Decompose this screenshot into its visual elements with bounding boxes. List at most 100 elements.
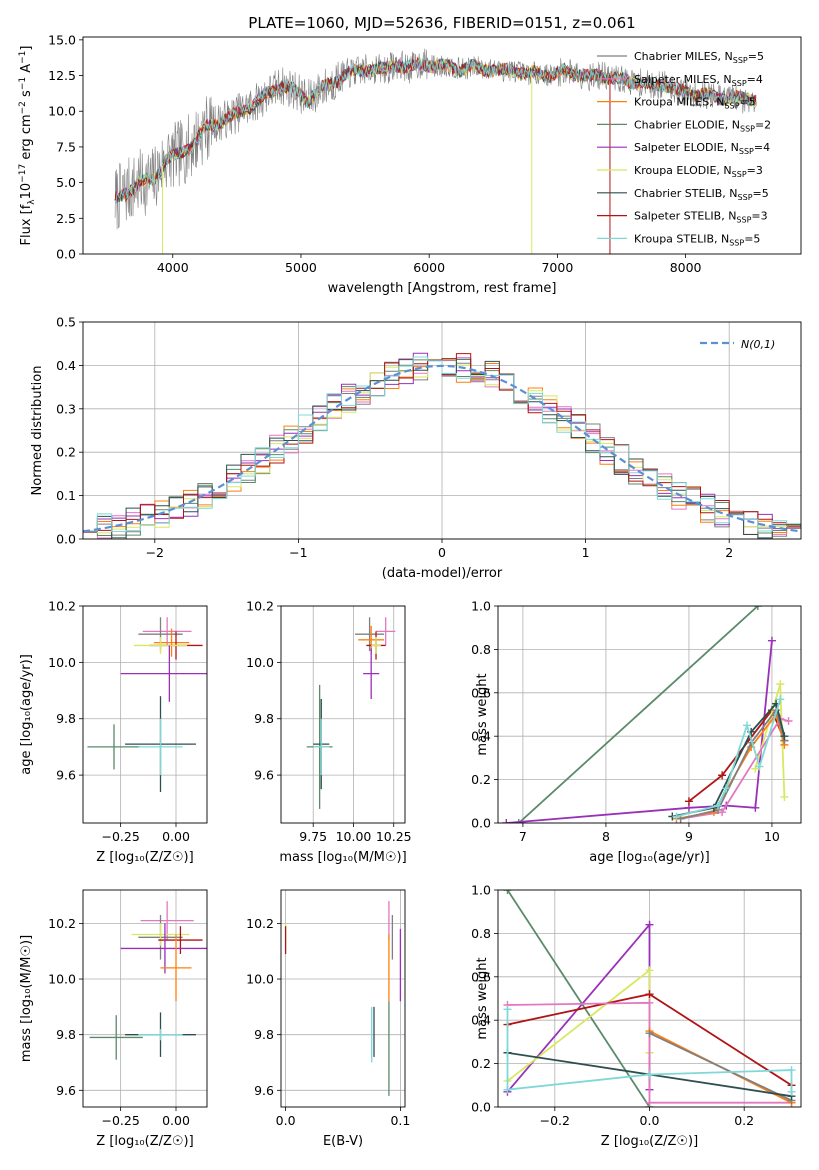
x-tick-label: 5000 bbox=[285, 260, 317, 275]
y-label-part: −17 bbox=[18, 164, 28, 183]
y-tick-label: 0.4 bbox=[471, 729, 491, 744]
legend-sub: SSP bbox=[740, 124, 755, 133]
point-marker-salpeter_elodie bbox=[751, 803, 760, 812]
axes-frame bbox=[82, 605, 208, 824]
y-tick-label: 0.5 bbox=[56, 315, 76, 330]
legend-sub: SSP bbox=[736, 216, 751, 225]
panel-age_vs_Z: −0.25 0.00 9.6 9.8 10.0 10.2 Z [log₁₀(Z/Z☉)] ag… bbox=[19, 599, 208, 865]
legend-label: Kroupa STELIB, NSSP=5 bbox=[634, 232, 760, 247]
x-tick-label: 2 bbox=[725, 545, 733, 560]
y-tick-label: 0.8 bbox=[471, 926, 491, 941]
plot-area bbox=[87, 617, 207, 792]
series-line-kroupa_stelib bbox=[114, 57, 757, 204]
y-label-part: 10 bbox=[19, 183, 34, 200]
point-marker-chabrier_miles bbox=[645, 1029, 654, 1038]
x-tick-label: 10 bbox=[764, 829, 780, 844]
x-axis-label: (data-model)/error bbox=[382, 566, 503, 581]
axes-overlay: −0.25 0.00 9.6 9.8 10.0 10.2 Z [log₁₀(Z/Z☉)] ag… bbox=[19, 599, 208, 865]
series-line-salpeter_miles bbox=[680, 717, 789, 820]
y-label-part: −2 bbox=[18, 101, 28, 114]
y-axis-label: age [log₁₀(age/yr)] bbox=[19, 654, 34, 775]
legend-label: Chabrier ELODIE, NSSP=2 bbox=[634, 118, 771, 133]
x-axis-label: age [log₁₀(age/yr)] bbox=[589, 850, 710, 865]
y-tick-label: 10.0 bbox=[246, 655, 274, 670]
legend-label: Salpeter MILES, NSSP=4 bbox=[634, 73, 763, 88]
normal-curve bbox=[83, 364, 801, 533]
x-axis-label: Z [log₁₀(Z/Z☉)] bbox=[601, 1134, 698, 1149]
y-tick-label: 10.2 bbox=[48, 916, 76, 931]
y-label-part: ] bbox=[19, 46, 34, 51]
legend-name: Chabrier MILES, N bbox=[634, 50, 733, 63]
legend-label: Chabrier STELIB, NSSP=5 bbox=[634, 187, 769, 202]
legend-name: Salpeter STELIB, N bbox=[634, 210, 736, 223]
grid bbox=[281, 890, 405, 1107]
y-tick-label: 5.0 bbox=[56, 175, 76, 190]
legend-sub: SSP bbox=[738, 193, 753, 202]
panel-age_vs_mass: 9.75 10.00 10.25 9.6 9.8 10.0 10.2 mass [log₁₀(… bbox=[246, 599, 411, 866]
y-axis-label: mass weight bbox=[475, 957, 490, 1039]
series-line-kroupa_miles bbox=[676, 712, 786, 820]
point-marker-kroupa_stelib bbox=[755, 762, 764, 771]
point-marker-salpeter_elodie bbox=[645, 920, 654, 929]
x-axis-label: mass [log₁₀(M/M☉)] bbox=[279, 850, 406, 865]
legend-sub: SSP bbox=[732, 170, 747, 179]
legend-tail: =5 bbox=[739, 96, 755, 109]
x-tick-label: 1 bbox=[582, 545, 590, 560]
legend-tail: =5 bbox=[753, 187, 769, 200]
x-tick-label: 10.25 bbox=[376, 829, 412, 844]
plot-area bbox=[284, 901, 402, 1096]
y-axis-label: Normed distribution bbox=[30, 366, 45, 496]
point-marker-kroupa_stelib bbox=[503, 1085, 512, 1094]
axes-frame bbox=[497, 605, 802, 824]
legend-name: Kroupa MILES, N bbox=[634, 96, 724, 109]
x-tick-label: 4000 bbox=[157, 260, 189, 275]
panel-residuals: −2 −1 0 1 2 0.0 0.1 0.2 0.3 0.4 0.5 (data-model)/er… bbox=[30, 315, 802, 581]
y-tick-label: 9.8 bbox=[56, 711, 76, 726]
point-marker-kroupa_stelib bbox=[776, 695, 785, 704]
plot-area bbox=[306, 617, 396, 809]
y-tick-label: 9.8 bbox=[254, 1027, 274, 1042]
y-tick-label: 0.1 bbox=[56, 488, 76, 503]
x-axis-label: E(B-V) bbox=[323, 1134, 363, 1149]
y-tick-label: 0.3 bbox=[56, 401, 76, 416]
plot-area bbox=[503, 890, 796, 1107]
grid bbox=[281, 605, 405, 823]
legend-label-normal: N(0,1) bbox=[741, 338, 775, 351]
series-line-chabrier_miles bbox=[680, 708, 786, 820]
axes-overlay: −0.25 0.00 9.6 9.8 10.0 10.2 Z [log₁₀(Z/Z☉)] ma… bbox=[19, 889, 208, 1149]
y-tick-label: 0.0 bbox=[56, 532, 76, 547]
legend-tail: =3 bbox=[747, 164, 763, 177]
x-tick-label: 0.00 bbox=[162, 829, 190, 844]
legend-name: Chabrier STELIB, N bbox=[634, 187, 738, 200]
legend-sub: SSP bbox=[739, 147, 754, 156]
axes-frame bbox=[280, 605, 406, 824]
y-tick-label: 10.2 bbox=[246, 599, 274, 614]
axes-overlay: −0.2 0.0 0.2 0.0 0.2 0.4 0.6 0.8 1.0 Z [log₁₀(Z/Z… bbox=[471, 883, 802, 1149]
y-tick-label: 10.0 bbox=[48, 972, 76, 987]
x-tick-label: 0.0 bbox=[640, 1113, 660, 1128]
y-tick-label: 0.6 bbox=[471, 685, 491, 700]
panel-mass_vs_Z: −0.25 0.00 9.6 9.8 10.0 10.2 Z [log₁₀(Z/Z☉)] ma… bbox=[19, 889, 208, 1149]
x-tick-label: 0.2 bbox=[734, 1113, 754, 1128]
point-marker-kroupa_stelib bbox=[787, 1066, 796, 1075]
series-line-kroupa_stelib bbox=[676, 699, 782, 818]
y-tick-label: 10.2 bbox=[48, 599, 76, 614]
y-axis-label: Flux [fλ10−17 erg cm−2 s−1 A−1] bbox=[18, 46, 37, 246]
histogram-salpeter_stelib bbox=[83, 353, 801, 532]
legend-label: Salpeter ELODIE, NSSP=4 bbox=[634, 141, 770, 156]
x-tick-label: 9 bbox=[685, 829, 693, 844]
y-label-part: A bbox=[19, 64, 34, 77]
legend-name: Kroupa ELODIE, N bbox=[634, 164, 732, 177]
x-tick-label: −1 bbox=[289, 545, 307, 560]
panel-weight_vs_Z: −0.2 0.0 0.2 0.0 0.2 0.4 0.6 0.8 1.0 Z [log₁₀(Z/Z… bbox=[471, 883, 802, 1149]
legend-tail: =4 bbox=[754, 141, 770, 154]
y-tick-label: 10.2 bbox=[246, 916, 274, 931]
plot-area bbox=[89, 901, 207, 1060]
point-marker-salpeter_miles bbox=[645, 1098, 654, 1107]
point-marker-kroupa_elodie bbox=[645, 966, 654, 975]
point-marker-salpeter_stelib bbox=[718, 771, 727, 780]
axes-overlay: 9.75 10.00 10.25 9.6 9.8 10.0 10.2 mass [log₁₀(… bbox=[246, 599, 411, 866]
series-line-chabrier_miles bbox=[649, 1032, 792, 1102]
